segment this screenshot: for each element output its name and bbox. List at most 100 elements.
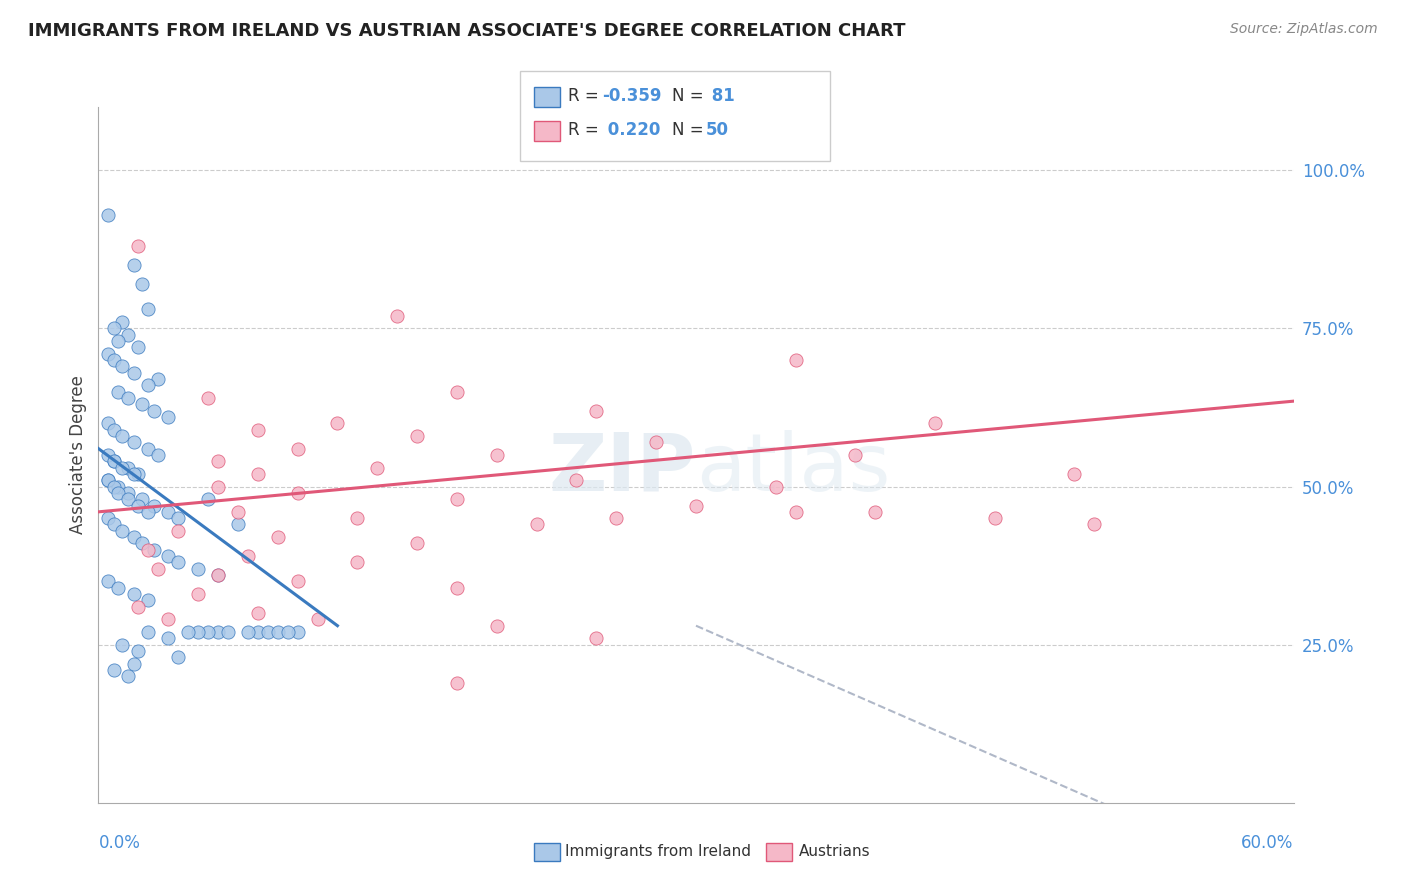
Point — [236, 549, 259, 563]
Point — [446, 675, 468, 690]
Point — [307, 612, 329, 626]
Point — [103, 517, 125, 532]
Point — [136, 442, 159, 456]
Point — [103, 423, 125, 437]
Point — [124, 657, 146, 671]
Point — [111, 460, 134, 475]
Point — [131, 397, 153, 411]
Point — [97, 417, 120, 431]
Point — [103, 663, 125, 677]
Point — [197, 625, 219, 640]
Point — [226, 517, 249, 532]
Point — [127, 467, 149, 481]
Text: 81: 81 — [706, 87, 734, 105]
Point — [136, 505, 159, 519]
Point — [103, 479, 125, 493]
Point — [97, 473, 120, 487]
Point — [111, 315, 134, 329]
Point — [111, 638, 134, 652]
Point — [124, 467, 146, 481]
Point — [267, 625, 290, 640]
Point — [207, 568, 229, 582]
Point — [406, 536, 429, 550]
Point — [117, 391, 139, 405]
Point — [187, 562, 209, 576]
Point — [127, 499, 149, 513]
Point — [157, 409, 180, 424]
Point — [131, 536, 153, 550]
Point — [346, 511, 368, 525]
Point — [143, 499, 166, 513]
Point — [236, 625, 259, 640]
Point — [127, 239, 149, 253]
Point — [127, 644, 149, 658]
Point — [136, 625, 159, 640]
Point — [207, 479, 229, 493]
Text: IMMIGRANTS FROM IRELAND VS AUSTRIAN ASSOCIATE'S DEGREE CORRELATION CHART: IMMIGRANTS FROM IRELAND VS AUSTRIAN ASSO… — [28, 22, 905, 40]
Text: N =: N = — [672, 87, 709, 105]
Point — [287, 486, 309, 500]
Point — [246, 467, 269, 481]
Point — [117, 460, 139, 475]
Text: ZIP: ZIP — [548, 430, 696, 508]
Text: 50: 50 — [706, 121, 728, 139]
Point — [136, 593, 159, 607]
Point — [143, 542, 166, 557]
Point — [157, 632, 180, 646]
Point — [785, 353, 807, 368]
Y-axis label: Associate's Degree: Associate's Degree — [69, 376, 87, 534]
Point — [287, 574, 309, 589]
Point — [143, 403, 166, 417]
Point — [246, 625, 269, 640]
Point — [131, 277, 153, 292]
Point — [446, 384, 468, 399]
Point — [177, 625, 200, 640]
Point — [366, 460, 388, 475]
Point — [97, 511, 120, 525]
Point — [97, 473, 120, 487]
Text: R =: R = — [568, 87, 605, 105]
Point — [136, 378, 159, 392]
Text: 60.0%: 60.0% — [1241, 834, 1294, 852]
Point — [287, 625, 309, 640]
Point — [346, 556, 368, 570]
Point — [167, 650, 190, 665]
Point — [217, 625, 239, 640]
Point — [103, 353, 125, 368]
Point — [117, 669, 139, 683]
Point — [111, 524, 134, 538]
Point — [111, 429, 134, 443]
Point — [111, 359, 134, 374]
Point — [256, 625, 278, 640]
Point — [127, 599, 149, 614]
Point — [148, 562, 170, 576]
Point — [124, 366, 146, 380]
Point — [585, 403, 607, 417]
Text: Source: ZipAtlas.com: Source: ZipAtlas.com — [1230, 22, 1378, 37]
Point — [117, 327, 139, 342]
Point — [187, 625, 209, 640]
Point — [485, 618, 508, 632]
Text: R =: R = — [568, 121, 605, 139]
Point — [97, 347, 120, 361]
Point — [984, 511, 1007, 525]
Point — [187, 587, 209, 601]
Point — [765, 479, 787, 493]
Text: 0.220: 0.220 — [602, 121, 661, 139]
Point — [107, 479, 129, 493]
Point — [287, 442, 309, 456]
Point — [167, 511, 190, 525]
Text: 0.0%: 0.0% — [98, 834, 141, 852]
Point — [785, 505, 807, 519]
Point — [157, 505, 180, 519]
Point — [107, 581, 129, 595]
Point — [103, 454, 125, 468]
Point — [1083, 517, 1105, 532]
Point — [267, 530, 290, 544]
Point — [197, 391, 219, 405]
Point — [167, 524, 190, 538]
Point — [246, 423, 269, 437]
Text: -0.359: -0.359 — [602, 87, 661, 105]
Point — [136, 542, 159, 557]
Point — [685, 499, 707, 513]
